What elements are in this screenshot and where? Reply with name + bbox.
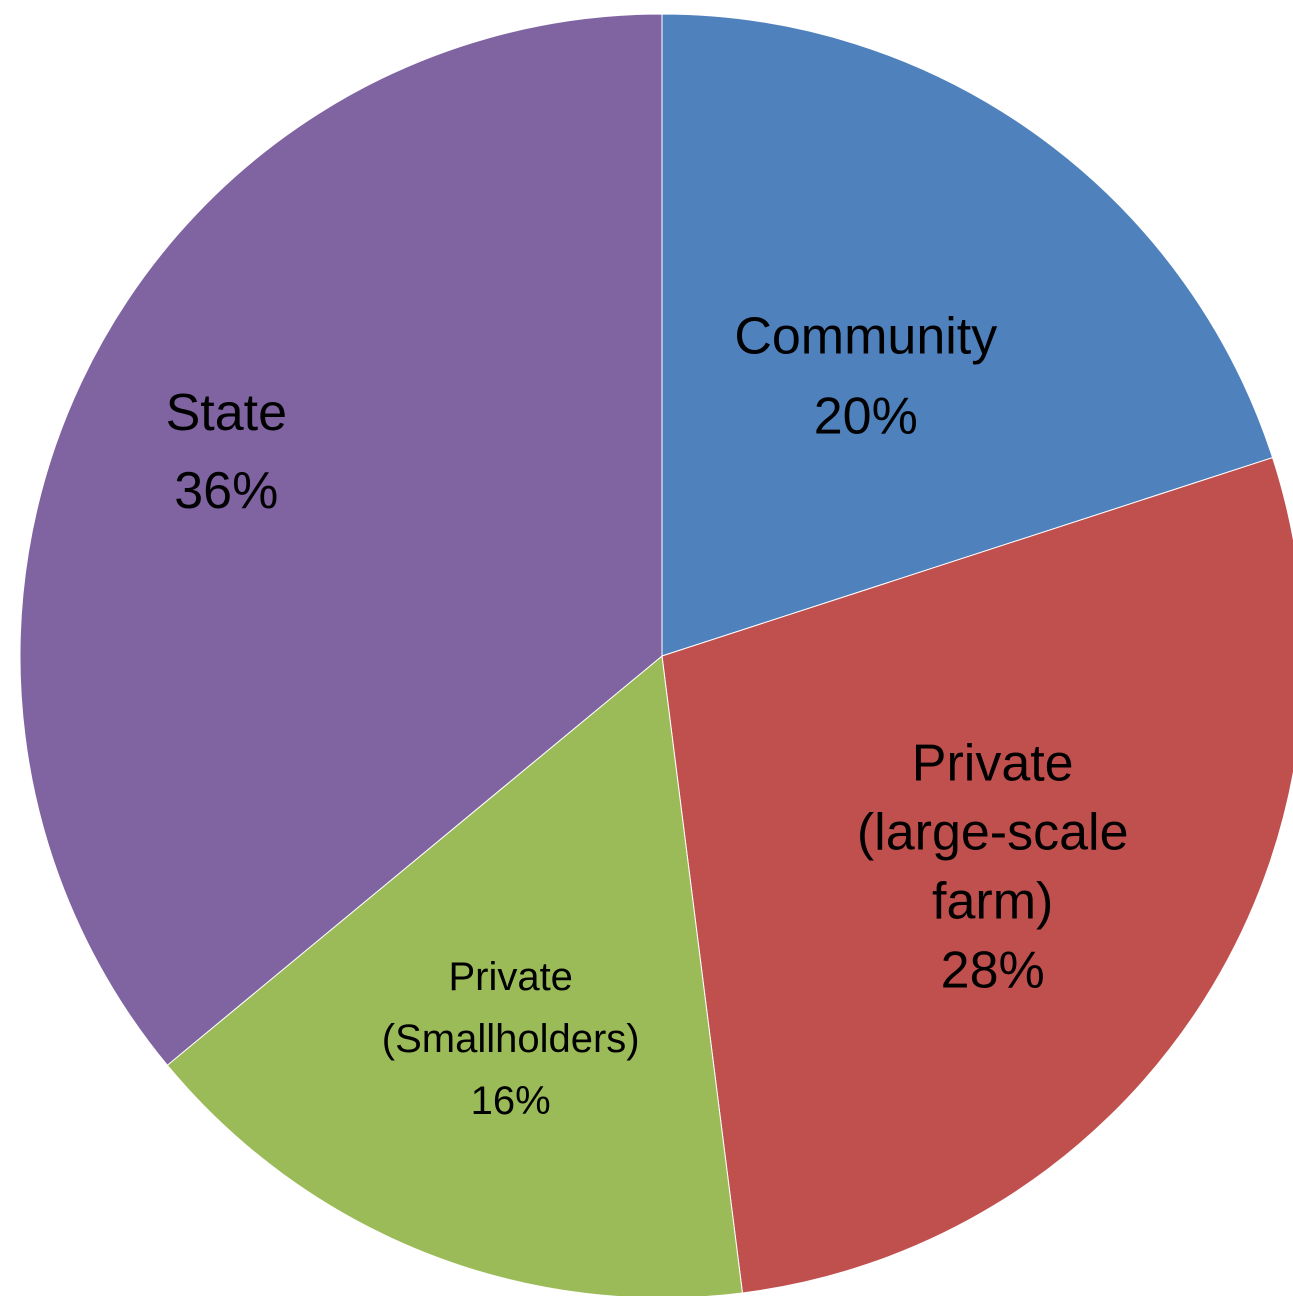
pie-label-0-line-0: Community	[734, 308, 997, 366]
pie-label-2-line-0: Private	[448, 955, 573, 999]
pie-label-2-line-1: (Smallholders)	[382, 1017, 640, 1061]
pie-slice-3	[19, 13, 663, 1066]
pie-label-1-line-3: 28%	[941, 942, 1045, 1000]
pie-slice-2	[166, 655, 744, 1296]
pie-slice-1	[661, 456, 1293, 1294]
pie-label-0: Community 20%	[734, 308, 997, 446]
pie-label-1-line-0: Private	[912, 735, 1074, 793]
pie-label-1: Private (large-scale farm) 28%	[857, 735, 1129, 1000]
pie-label-3-line-0: State	[166, 384, 287, 442]
pie-label-3-line-1: 36%	[174, 462, 278, 520]
pie-label-1-line-1: (large-scale	[857, 804, 1129, 862]
pie-label-2-line-2: 16%	[471, 1079, 551, 1123]
pie-label-2: Private (Smallholders) 16%	[382, 955, 640, 1123]
pie-label-1-line-2: farm)	[932, 873, 1053, 931]
pie-label-3: State 36%	[166, 384, 287, 520]
pie-labels: Community 20%Private (large-scale farm) 28%P…	[166, 308, 1129, 1123]
pie-slices	[19, 13, 1293, 1296]
pie-label-0-line-1: 20%	[814, 388, 918, 446]
pie-slice-0	[661, 13, 1274, 657]
